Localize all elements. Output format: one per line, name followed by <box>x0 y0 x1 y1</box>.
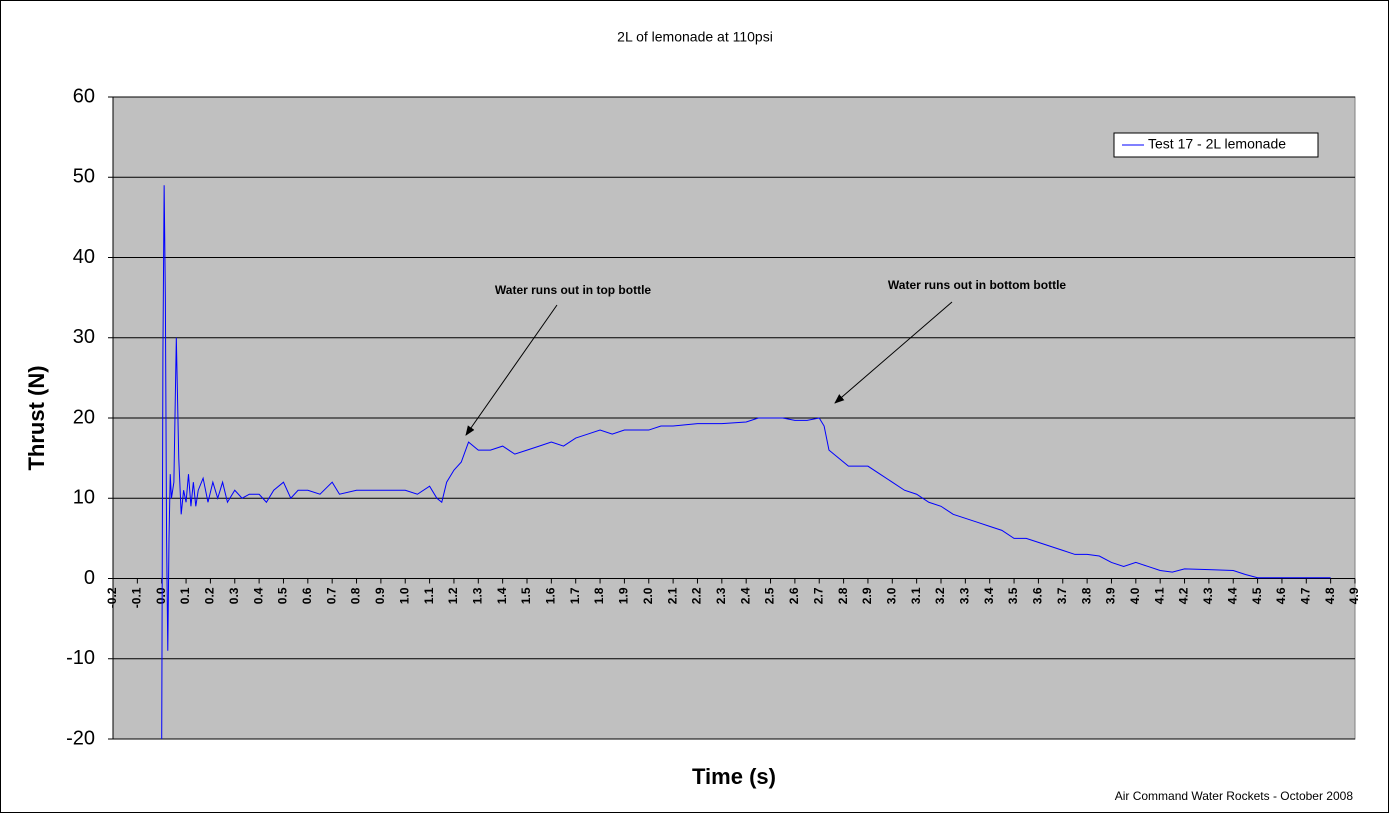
x-tick-label: 2.8 <box>836 587 850 604</box>
x-tick-label: 2.9 <box>860 587 874 604</box>
x-tick-label: 4.0 <box>1128 587 1142 604</box>
x-tick-label: 3.0 <box>884 587 898 604</box>
x-tick-label: 1.9 <box>617 587 631 604</box>
y-tick-label: -10 <box>66 647 95 669</box>
legend-label: Test 17 - 2L lemonade <box>1148 136 1286 152</box>
x-tick-label: 2.2 <box>690 587 704 604</box>
y-tick-label: 20 <box>73 406 95 428</box>
x-tick-label: 3.3 <box>958 587 972 604</box>
x-tick-label: 1.5 <box>519 587 533 604</box>
x-tick-label: 1.3 <box>470 587 484 604</box>
x-tick-label: 2.4 <box>738 587 752 604</box>
x-tick-label: 2.5 <box>763 587 777 604</box>
y-tick-label: 0 <box>84 567 95 589</box>
x-tick-label: 0.2 <box>203 587 217 604</box>
annotation-arrow <box>834 301 953 404</box>
x-tick-label: 3.7 <box>1055 587 1069 604</box>
annotation: Water runs out in top bottle <box>495 283 652 297</box>
x-axis-title: Time (s) <box>692 764 776 789</box>
x-tick-label: 4.8 <box>1323 587 1337 604</box>
y-tick-label: 40 <box>73 246 95 268</box>
x-tick-label: 1.0 <box>397 587 411 604</box>
x-tick-label: 4.3 <box>1201 587 1215 604</box>
chart-title: 2L of lemonade at 110psi <box>617 29 773 45</box>
x-tick-label: 2.0 <box>641 587 655 604</box>
x-tick-label: 4.1 <box>1152 587 1166 604</box>
data-line <box>161 185 1331 740</box>
x-tick-label: 3.5 <box>1006 587 1020 604</box>
y-axis-title: Thrust (N) <box>24 365 49 470</box>
x-tick-label: 3.4 <box>982 587 996 604</box>
y-tick-label: 60 <box>73 85 95 107</box>
x-tick-label: 4.2 <box>1177 587 1191 604</box>
x-tick-label: 0.1 <box>178 587 192 604</box>
x-tick-label: 1.1 <box>422 587 436 604</box>
x-tick-label: 1.6 <box>544 587 558 604</box>
x-tick-label: 0.6 <box>300 587 314 604</box>
x-tick-label: 3.9 <box>1104 587 1118 604</box>
x-tick-label: 0.0 <box>154 587 168 604</box>
x-tick-label: 0.7 <box>324 587 338 604</box>
x-tick-label: 4.7 <box>1298 587 1312 604</box>
x-tick-label: 3.6 <box>1031 587 1045 604</box>
x-tick-label: -0.1 <box>130 587 144 608</box>
y-tick-label: 30 <box>73 326 95 348</box>
x-tick-label: 2.1 <box>665 587 679 604</box>
x-tick-label: 2.7 <box>811 587 825 604</box>
x-tick-label: 3.8 <box>1079 587 1093 604</box>
x-tick-label: 2.3 <box>714 587 728 604</box>
x-tick-label: -0.2 <box>105 587 119 608</box>
x-tick-label: 1.4 <box>495 587 509 604</box>
y-tick-label: 50 <box>73 166 95 188</box>
x-tick-label: 0.9 <box>373 587 387 604</box>
x-tick-label: 1.2 <box>446 587 460 604</box>
x-tick-label: 1.7 <box>568 587 582 604</box>
x-tick-label: 4.5 <box>1250 587 1264 604</box>
x-tick-label: 3.2 <box>933 587 947 604</box>
legend-box <box>1113 132 1319 158</box>
x-tick-label: 0.3 <box>227 587 241 604</box>
y-tick-label: 10 <box>73 487 95 509</box>
y-tick-label: -20 <box>66 727 95 749</box>
x-tick-label: 3.1 <box>909 587 923 604</box>
x-tick-label: 1.8 <box>592 587 606 604</box>
x-tick-label: 4.6 <box>1274 587 1288 604</box>
annotation: Water runs out in bottom bottle <box>888 278 1067 292</box>
annotation-arrow <box>465 304 558 436</box>
x-tick-label: 0.8 <box>349 587 363 604</box>
footer-note: Air Command Water Rockets - October 2008 <box>1115 789 1354 803</box>
x-tick-label: 2.6 <box>787 587 801 604</box>
x-tick-label: 4.4 <box>1225 587 1239 604</box>
x-tick-label: 0.4 <box>251 587 265 604</box>
x-tick-label: 4.9 <box>1347 587 1361 604</box>
x-tick-label: 0.5 <box>276 587 290 604</box>
